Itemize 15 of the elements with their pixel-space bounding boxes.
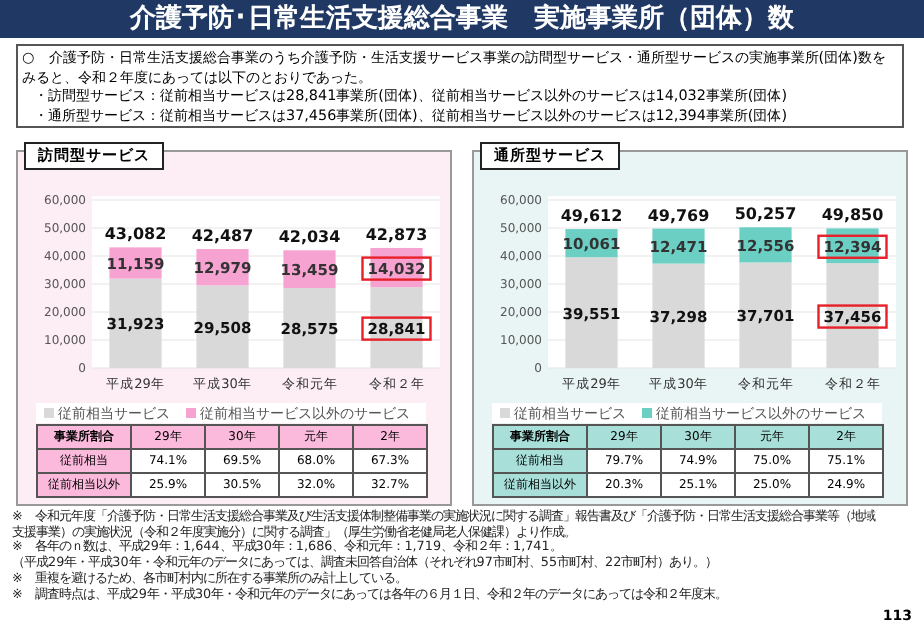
bar (196, 285, 249, 368)
bar (739, 262, 792, 368)
total-label: 42,487 (191, 227, 254, 246)
total-label: 42,034 (278, 228, 342, 247)
bar (565, 257, 618, 368)
total-label: 42,873 (365, 225, 428, 244)
bar (283, 287, 336, 368)
bar (109, 278, 162, 368)
total-label: 49,850 (821, 206, 885, 225)
total-label: 43,082 (104, 225, 167, 244)
text: 介護予防･日常生活支援総合事業 実施事業所（団体）数 (0, 0, 924, 38)
total-label: 50,257 (734, 205, 797, 224)
total-label: 49,769 (647, 206, 711, 225)
bar (652, 263, 705, 368)
total-label: 49,612 (560, 207, 623, 226)
